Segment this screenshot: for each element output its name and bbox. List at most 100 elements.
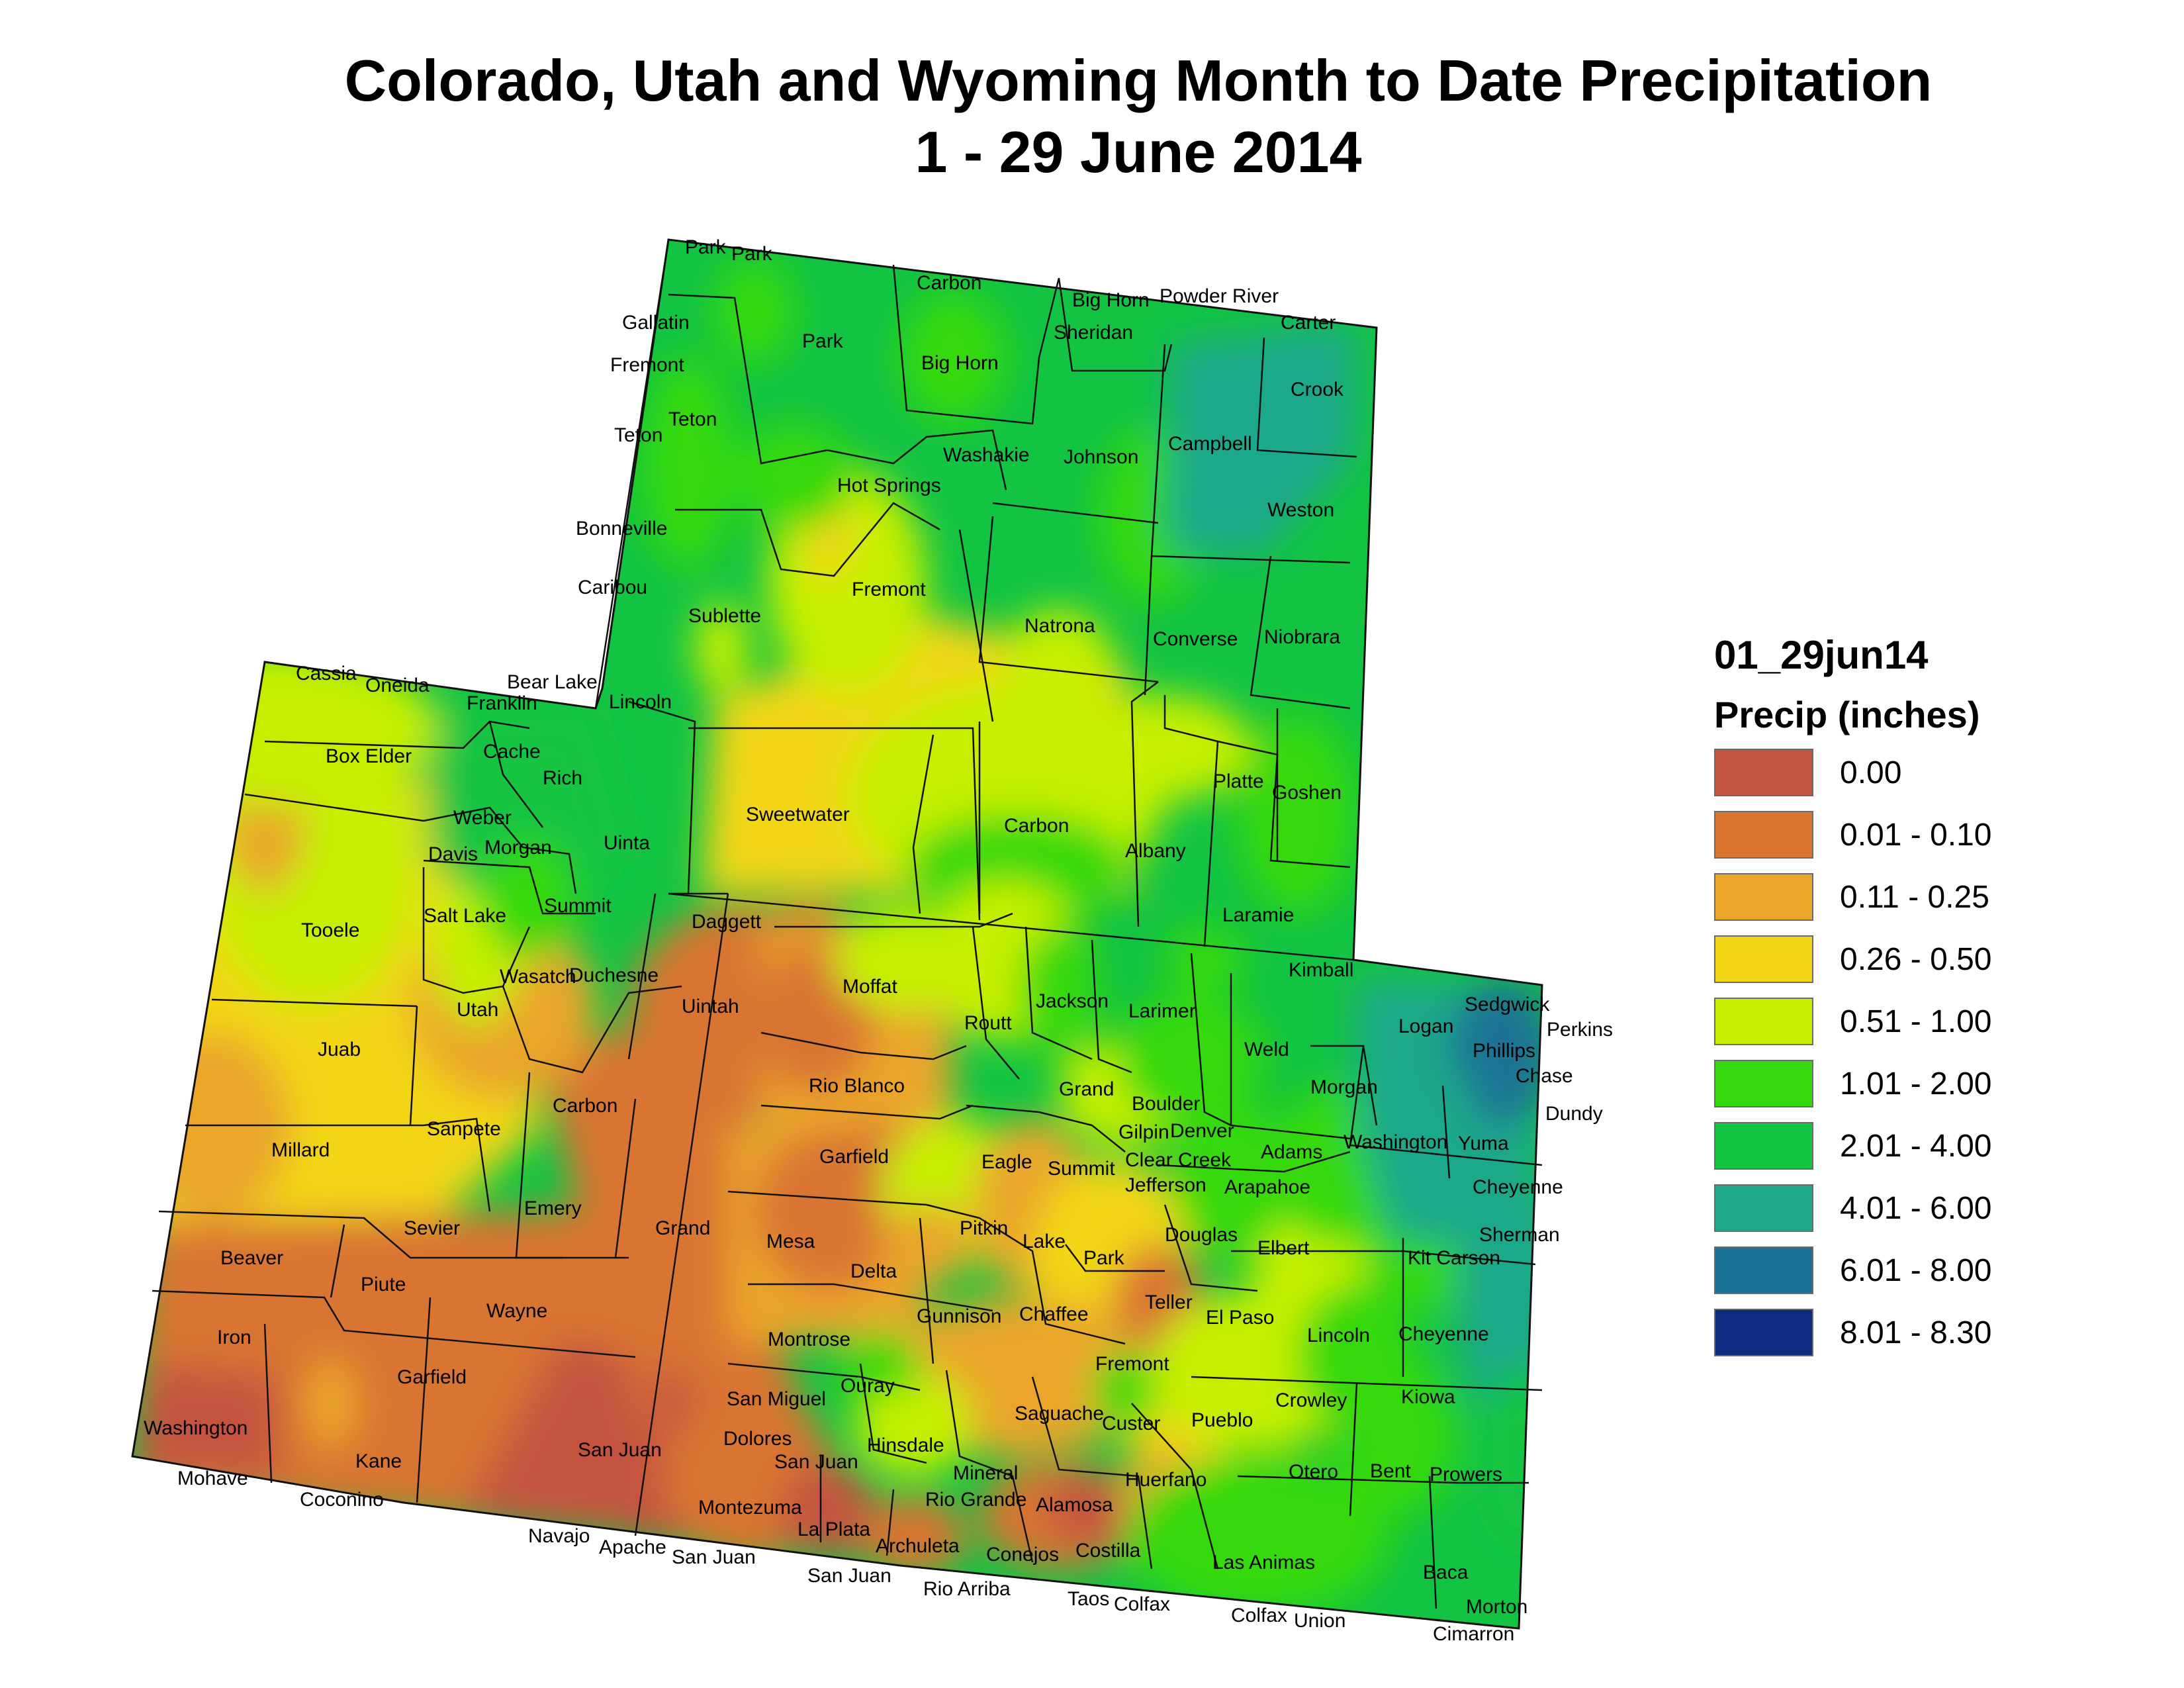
legend-swatch — [1714, 1060, 1813, 1107]
legend-item: 1.01 - 2.00 — [1714, 1053, 2124, 1115]
county-label: Beaver — [220, 1247, 283, 1269]
county-label: Millard — [271, 1139, 330, 1161]
county-label: Gilpin — [1118, 1121, 1169, 1143]
county-label: Kimball — [1289, 959, 1353, 981]
county-label: Cheyenne — [1473, 1176, 1563, 1198]
county-label: Delta — [850, 1260, 897, 1282]
county-label: Bent — [1370, 1460, 1411, 1482]
county-label: Prowers — [1430, 1464, 1502, 1485]
legend-item: 0.26 - 0.50 — [1714, 928, 2124, 990]
county-label: Iron — [217, 1327, 251, 1348]
county-label: Moffat — [842, 976, 897, 998]
county-label: Sherman — [1479, 1224, 1560, 1246]
legend: 01_29jun14 Precip (inches) 0.00 0.01 - 0.… — [1714, 629, 2124, 1364]
precip-surface — [132, 240, 1542, 1628]
county-label: Morgan — [484, 837, 552, 859]
county-label: Larimer — [1128, 1000, 1196, 1022]
county-label: Alamosa — [1036, 1494, 1113, 1516]
county-label: Carbon — [917, 272, 981, 294]
county-label: Lincoln — [609, 691, 672, 713]
county-label: San Juan — [672, 1546, 756, 1568]
county-label: Ouray — [841, 1375, 895, 1397]
county-label: Tooele — [301, 919, 359, 941]
county-label: Yuma — [1458, 1133, 1509, 1154]
county-label: Gallatin — [622, 312, 690, 334]
county-label: San Juan — [578, 1439, 662, 1461]
legend-swatch — [1714, 935, 1813, 983]
county-label: Cache — [483, 741, 541, 763]
county-label: Duchesne — [569, 964, 659, 986]
county-label: San Juan — [774, 1451, 858, 1473]
legend-field-name: Precip (inches) — [1714, 694, 1980, 735]
county-label: Park — [685, 236, 727, 258]
county-label: Summit — [544, 895, 612, 917]
county-label: Juab — [318, 1039, 361, 1060]
county-boundaries — [131, 238, 1543, 1630]
county-label: Caribou — [578, 577, 647, 598]
county-label: Lake — [1023, 1231, 1066, 1252]
county-label: Park — [731, 243, 773, 265]
county-label: Kiowa — [1401, 1386, 1455, 1408]
legend-label: 1.01 - 2.00 — [1840, 1066, 1992, 1102]
county-label: Johnson — [1064, 446, 1138, 468]
county-label: Cimarron — [1433, 1623, 1514, 1645]
county-label: Powder River — [1160, 285, 1279, 307]
county-label: Rio Grande — [925, 1489, 1026, 1511]
county-label: Pitkin — [960, 1217, 1008, 1239]
county-label: Jackson — [1036, 990, 1109, 1012]
county-label: Garfield — [819, 1146, 889, 1168]
legend-item: 2.01 - 4.00 — [1714, 1115, 2124, 1177]
county-label: Colfax — [1231, 1605, 1287, 1626]
legend-swatch — [1714, 1309, 1813, 1356]
county-label: Sedgwick — [1465, 994, 1550, 1015]
legend-label: 4.01 - 6.00 — [1840, 1190, 1992, 1226]
county-label: Cassia — [296, 663, 357, 684]
legend-label: 6.01 - 8.00 — [1840, 1252, 1992, 1288]
county-label: Sweetwater — [746, 804, 850, 825]
legend-item: 6.01 - 8.00 — [1714, 1239, 2124, 1301]
county-label: Las Animas — [1212, 1552, 1315, 1573]
county-label: Chaffee — [1019, 1303, 1089, 1325]
county-label: Converse — [1153, 628, 1238, 650]
county-label: Apache — [599, 1536, 666, 1558]
county-label: Carter — [1281, 312, 1336, 334]
legend-item: 0.01 - 0.10 — [1714, 804, 2124, 866]
county-label: Otero — [1289, 1461, 1338, 1483]
county-label: Franklin — [467, 692, 537, 714]
county-label: Grand — [655, 1217, 710, 1239]
legend-label: 2.01 - 4.00 — [1840, 1128, 1992, 1164]
county-label: Emery — [524, 1197, 582, 1219]
county-label: Union — [1294, 1610, 1345, 1632]
county-label: Arapahoe — [1224, 1176, 1310, 1198]
county-label: Teller — [1145, 1291, 1193, 1313]
county-label: Rio Blanco — [809, 1075, 905, 1097]
county-label: Lincoln — [1307, 1325, 1370, 1346]
county-label: Montezuma — [698, 1497, 802, 1519]
county-label: Utah — [457, 999, 498, 1021]
county-label: Washington — [1343, 1131, 1447, 1153]
county-label: Wayne — [486, 1300, 547, 1322]
county-label: Fremont — [1095, 1353, 1169, 1375]
county-label: Sublette — [688, 605, 761, 627]
county-label: Taos — [1068, 1588, 1109, 1610]
county-label: Weber — [453, 807, 512, 829]
county-label: Piute — [361, 1274, 406, 1295]
legend-item: 8.01 - 8.30 — [1714, 1301, 2124, 1364]
county-label: Big Horn — [1072, 289, 1150, 311]
county-labels: Park Park Carbon Big Horn Powder River C… — [144, 236, 1613, 1645]
county-label: Douglas — [1165, 1224, 1238, 1246]
legend-swatch — [1714, 1246, 1813, 1294]
county-label: Baca — [1423, 1562, 1469, 1583]
map-title: Colorado, Utah and Wyoming Month to Date… — [344, 48, 1933, 113]
county-label: El Paso — [1206, 1307, 1274, 1329]
county-label: Niobrara — [1264, 626, 1340, 648]
county-label: Rio Arriba — [923, 1578, 1011, 1600]
county-label: Weld — [1244, 1039, 1289, 1060]
county-label: Wasatch — [500, 966, 576, 988]
county-label: Kit Carson — [1408, 1247, 1500, 1269]
county-label: Natrona — [1024, 615, 1095, 637]
county-label: Bear Lake — [507, 671, 598, 693]
county-label: Routt — [964, 1012, 1012, 1034]
county-label: Pueblo — [1191, 1409, 1253, 1431]
county-label: Coconino — [300, 1489, 384, 1511]
